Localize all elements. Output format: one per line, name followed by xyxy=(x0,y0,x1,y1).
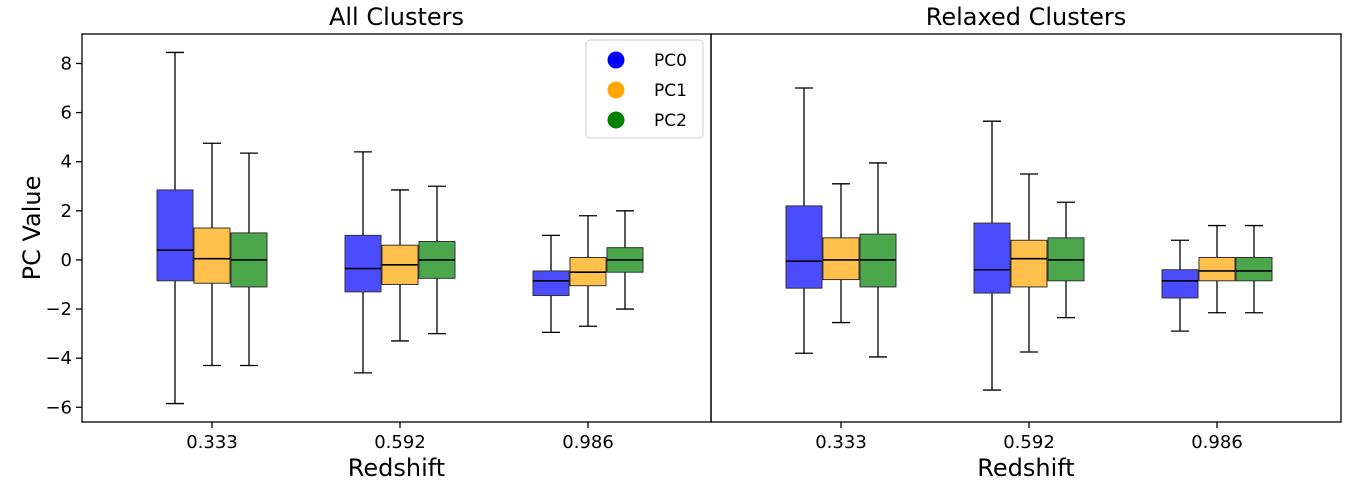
x-axis-label: Redshift xyxy=(348,454,445,482)
panel-title: Relaxed Clusters xyxy=(926,3,1127,31)
x-tick-label: 0.333 xyxy=(186,432,238,453)
y-axis-label: PC Value xyxy=(18,176,46,281)
legend-marker-pc2 xyxy=(607,111,625,129)
box-pc2-0.986 xyxy=(1235,224,1273,314)
y-tick-label: −2 xyxy=(45,299,72,320)
box-body xyxy=(1235,256,1273,282)
box-body xyxy=(973,222,1011,294)
x-tick-label: 0.986 xyxy=(1191,432,1243,453)
box-body xyxy=(1198,256,1236,282)
box-pc2-0.592 xyxy=(1047,201,1085,319)
box-body xyxy=(344,234,382,293)
legend-label-pc2: PC2 xyxy=(654,111,687,131)
x-tick-label: 0.592 xyxy=(374,432,426,453)
panel-title: All Clusters xyxy=(329,3,464,31)
box-pc2-0.986 xyxy=(606,210,644,310)
box-body xyxy=(532,270,570,297)
box-body xyxy=(785,205,823,289)
box-pc1-0.986 xyxy=(1198,224,1236,314)
legend-label-pc0: PC0 xyxy=(654,51,687,71)
box-pc0-0.333 xyxy=(156,51,194,405)
y-axis: −6 −4 −2 0 2 4 6 8 xyxy=(45,53,82,418)
box-body xyxy=(193,227,231,284)
box-pc2-0.333 xyxy=(859,162,897,358)
legend-marker-pc0 xyxy=(607,51,625,69)
box-body xyxy=(156,189,194,282)
box-body xyxy=(822,237,860,281)
legend-marker-pc1 xyxy=(607,81,625,99)
box-pc1-0.986 xyxy=(569,215,607,327)
panel-2: Relaxed Clusters 0.333 0.592 0.986 Redshift xyxy=(710,3,1342,482)
box-pc1-0.592 xyxy=(381,189,419,342)
box-pc1-0.333 xyxy=(822,183,860,324)
y-tick-label: 6 xyxy=(61,103,72,124)
y-tick-label: 0 xyxy=(61,250,72,271)
panel-frame xyxy=(710,33,1342,423)
y-tick-label: −6 xyxy=(45,397,72,418)
legend-label-pc1: PC1 xyxy=(654,81,687,101)
box-pc0-0.592 xyxy=(973,120,1011,391)
box-body xyxy=(1161,269,1199,299)
box-pc1-0.592 xyxy=(1010,173,1048,353)
box-pc2-0.333 xyxy=(230,152,268,367)
box-pc2-0.592 xyxy=(418,185,456,335)
x-tick-label: 0.333 xyxy=(815,432,867,453)
box-pc1-0.333 xyxy=(193,142,231,367)
y-tick-label: 8 xyxy=(61,53,72,74)
box-pc0-0.592 xyxy=(344,151,382,374)
x-tick-label: 0.592 xyxy=(1003,432,1055,453)
x-axis-label: Redshift xyxy=(977,454,1074,482)
x-tick-label: 0.986 xyxy=(562,432,614,453)
y-tick-label: 2 xyxy=(61,201,72,222)
legend: PC0 PC1 PC2 xyxy=(585,39,704,139)
y-tick-label: −4 xyxy=(45,348,72,369)
y-tick-label: 4 xyxy=(61,152,72,173)
box-pc0-0.986 xyxy=(1161,239,1199,332)
box-pc0-0.986 xyxy=(532,234,570,334)
box-body xyxy=(1010,239,1048,288)
box-pc0-0.333 xyxy=(785,87,823,354)
